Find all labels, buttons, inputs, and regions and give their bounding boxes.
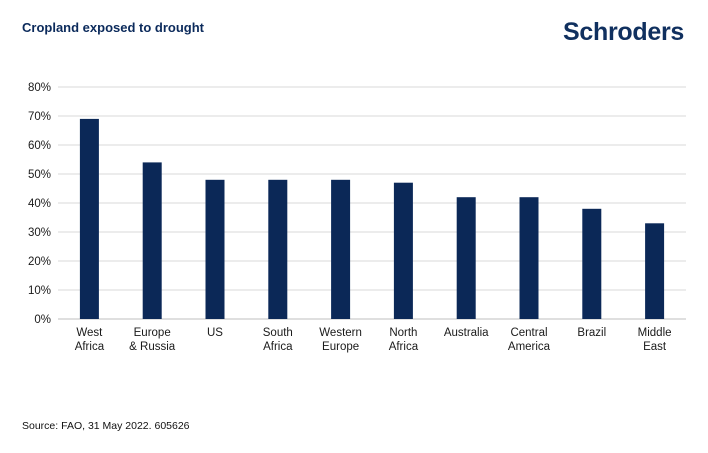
y-tick-label: 10% <box>28 285 51 297</box>
x-category-label: Australia <box>444 327 489 339</box>
y-tick-label: 40% <box>28 198 51 210</box>
x-category-label: Brazil <box>577 327 606 339</box>
y-tick-label: 70% <box>28 111 51 123</box>
bar <box>519 197 539 319</box>
x-axis-labels: West Africa Europe & Russia US South Africa Wes… <box>75 327 672 353</box>
bar <box>142 162 162 319</box>
bar <box>268 179 288 319</box>
schroders-logo: Schroders <box>563 18 684 46</box>
bar-chart: 0% 10% 20% 30% 40% 50% 60% 70% 80% West Africa Eur… <box>28 82 686 353</box>
bar <box>205 179 225 319</box>
x-category-label: Middle East <box>638 327 672 353</box>
bars <box>79 118 665 320</box>
y-tick-label: 0% <box>34 314 51 326</box>
bar <box>645 223 665 319</box>
gridlines <box>58 86 686 320</box>
bar <box>331 179 351 319</box>
y-axis-ticks: 0% 10% 20% 30% 40% 50% 60% 70% 80% <box>28 82 51 326</box>
bar <box>582 208 602 319</box>
x-category-label: Europe & Russia <box>129 327 176 353</box>
y-tick-label: 30% <box>28 227 51 239</box>
x-category-label: North Africa <box>389 327 419 353</box>
y-tick-label: 20% <box>28 256 51 268</box>
x-category-label: South Africa <box>263 327 293 353</box>
bar <box>79 118 99 320</box>
chart-title: Cropland exposed to drought <box>22 20 204 35</box>
bar <box>393 182 413 319</box>
x-category-label: West Africa <box>75 327 105 353</box>
y-tick-label: 60% <box>28 140 51 152</box>
x-category-label: US <box>207 327 223 339</box>
y-tick-label: 50% <box>28 169 51 181</box>
bar <box>456 197 476 319</box>
x-category-label: Western Europe <box>319 327 362 353</box>
y-tick-label: 80% <box>28 82 51 94</box>
x-category-label: Central America <box>508 327 551 353</box>
source-note: Source: FAO, 31 May 2022. 605626 <box>22 420 190 432</box>
